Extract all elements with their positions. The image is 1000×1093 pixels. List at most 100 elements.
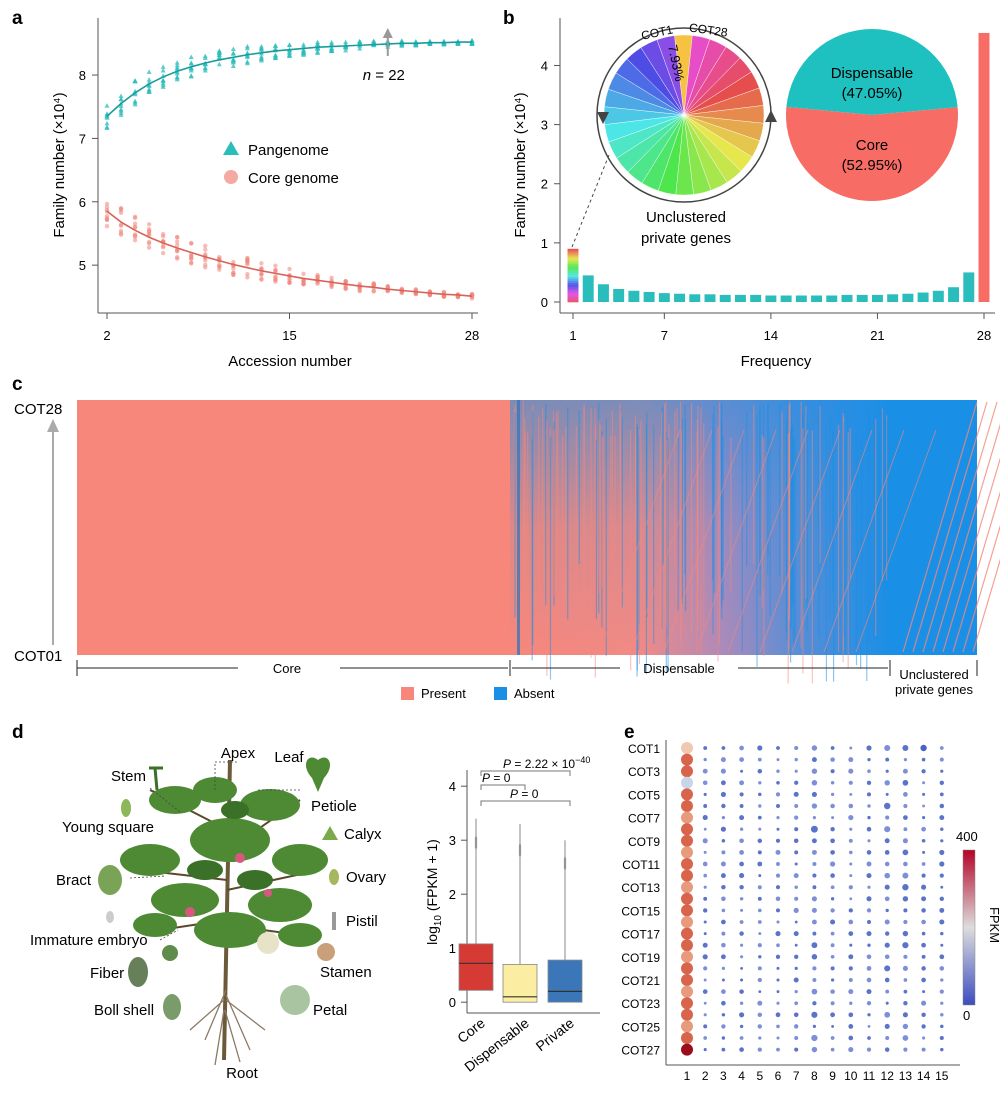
c-variation-stripe: [578, 410, 580, 565]
e-dot: [884, 1011, 891, 1018]
e-dot: [848, 885, 853, 890]
core-genome-point: [231, 270, 236, 276]
b-rainbow-slice: [656, 35, 685, 116]
e-dot: [812, 1024, 817, 1029]
b-stack-segment: [567, 273, 579, 276]
c-variation-stripe: [557, 410, 559, 566]
e-dot: [681, 997, 693, 1010]
c-dispensable-diagonal: [855, 429, 937, 653]
e-dot: [884, 1047, 890, 1052]
b-stack-segment: [567, 281, 579, 284]
e-dot: [793, 977, 799, 983]
e-dot: [902, 965, 908, 971]
c-legend-present: Present: [421, 686, 466, 701]
pangenome-point: [132, 100, 138, 105]
c-variation-stripe: [712, 414, 714, 634]
c-variation-stripe: [681, 430, 683, 633]
e-dot: [794, 954, 799, 959]
core-genome-point: [189, 240, 194, 246]
e-dot: [812, 978, 817, 982]
e-dot: [739, 850, 744, 855]
panel-a: 5 6 7 8 2 15 28 Accession number Family numbe…: [51, 18, 479, 370]
c-variation-stripe: [666, 439, 668, 627]
c-variation-stripe: [667, 437, 669, 669]
e-dot: [830, 989, 835, 994]
b-stack-segment: [567, 265, 579, 269]
b-bar: [658, 293, 670, 302]
pangenome-point: [174, 60, 180, 65]
c-variation-stripe: [663, 403, 666, 608]
e-dot: [921, 1012, 926, 1018]
c-private-diagonal: [942, 457, 1000, 653]
b-pie-core-label: Core: [856, 137, 889, 154]
e-dot: [811, 803, 818, 809]
e-dot: [681, 800, 693, 812]
e-dot: [681, 776, 693, 789]
e-dot: [794, 862, 798, 866]
e-dot: [794, 989, 798, 994]
b-xtick-label: 1: [569, 328, 576, 343]
c-variation-stripe: [553, 430, 555, 596]
pangenome-point: [132, 78, 138, 84]
pangenome-point: [160, 67, 166, 73]
e-dot: [866, 780, 872, 785]
pangenome-point: [272, 43, 278, 48]
e-col-label: 13: [899, 1069, 913, 1083]
e-dot: [681, 892, 693, 905]
e-dot: [921, 919, 926, 925]
e-dot: [703, 978, 707, 982]
core-genome-point: [104, 217, 110, 223]
e-dot: [739, 920, 744, 924]
e-dot: [902, 779, 909, 786]
core-genome-point: [160, 243, 166, 249]
e-dot: [903, 978, 908, 982]
e-dot: [812, 1001, 817, 1006]
boll-shell-icon: [163, 994, 181, 1020]
c-variation-stripe: [513, 409, 515, 602]
b-bar: [689, 294, 701, 302]
e-dot: [922, 1036, 926, 1040]
e-dot: [775, 873, 781, 878]
e-dot: [740, 769, 744, 773]
b-pie-caption-2: private genes: [641, 230, 731, 247]
b-pie-core-value: (52.95%): [842, 157, 903, 174]
e-dot: [922, 850, 926, 854]
e-dot: [757, 896, 762, 901]
e-dot: [921, 839, 926, 843]
b-pie-label-end: COT28: [688, 20, 729, 39]
e-dot: [902, 942, 909, 949]
core-genome-point: [217, 254, 222, 260]
e-dot: [867, 815, 871, 820]
pangenome-point: [118, 103, 124, 108]
e-dot: [939, 989, 944, 994]
c-dispensable-diagonal: [631, 429, 713, 653]
pangenome-point: [287, 42, 292, 47]
e-dot: [903, 919, 908, 925]
c-variation-stripe: [690, 402, 693, 634]
e-dot: [739, 780, 745, 786]
c-dispensable-diagonal: [759, 429, 841, 653]
pangenome-point: [146, 69, 152, 74]
d-sig-bracket-1: [480, 770, 571, 776]
e-dot: [940, 943, 944, 947]
e-dot: [740, 955, 744, 959]
petal-icon: [280, 985, 310, 1015]
c-variation-stripe: [801, 412, 803, 579]
e-dot: [721, 1024, 726, 1029]
e-dot: [884, 884, 890, 890]
cotton-plant-illustration: [120, 759, 328, 1066]
e-dot: [849, 874, 853, 878]
pangenome-point: [301, 51, 307, 56]
core-genome-point: [469, 296, 475, 301]
c-private-diagonal: [902, 401, 978, 653]
b-stack-segment: [567, 250, 579, 253]
e-dot: [721, 942, 726, 948]
e-dot: [885, 908, 889, 913]
e-col-label: 10: [844, 1069, 858, 1083]
e-dot: [866, 1047, 872, 1052]
e-col-label: 1: [684, 1069, 691, 1083]
c-variation-stripe: [802, 428, 804, 674]
c-variation-stripe: [722, 435, 724, 600]
e-dot: [775, 849, 781, 855]
d-pointer-lines: [129, 761, 300, 941]
